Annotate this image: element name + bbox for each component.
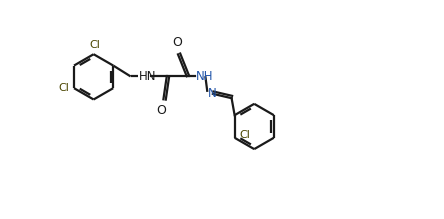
Text: Cl: Cl: [59, 83, 70, 93]
Text: Cl: Cl: [89, 40, 100, 50]
Text: NH: NH: [196, 70, 214, 83]
Text: HN: HN: [139, 70, 156, 83]
Text: O: O: [172, 35, 182, 49]
Text: Cl: Cl: [240, 130, 251, 140]
Text: N: N: [208, 87, 216, 100]
Text: O: O: [157, 104, 166, 117]
